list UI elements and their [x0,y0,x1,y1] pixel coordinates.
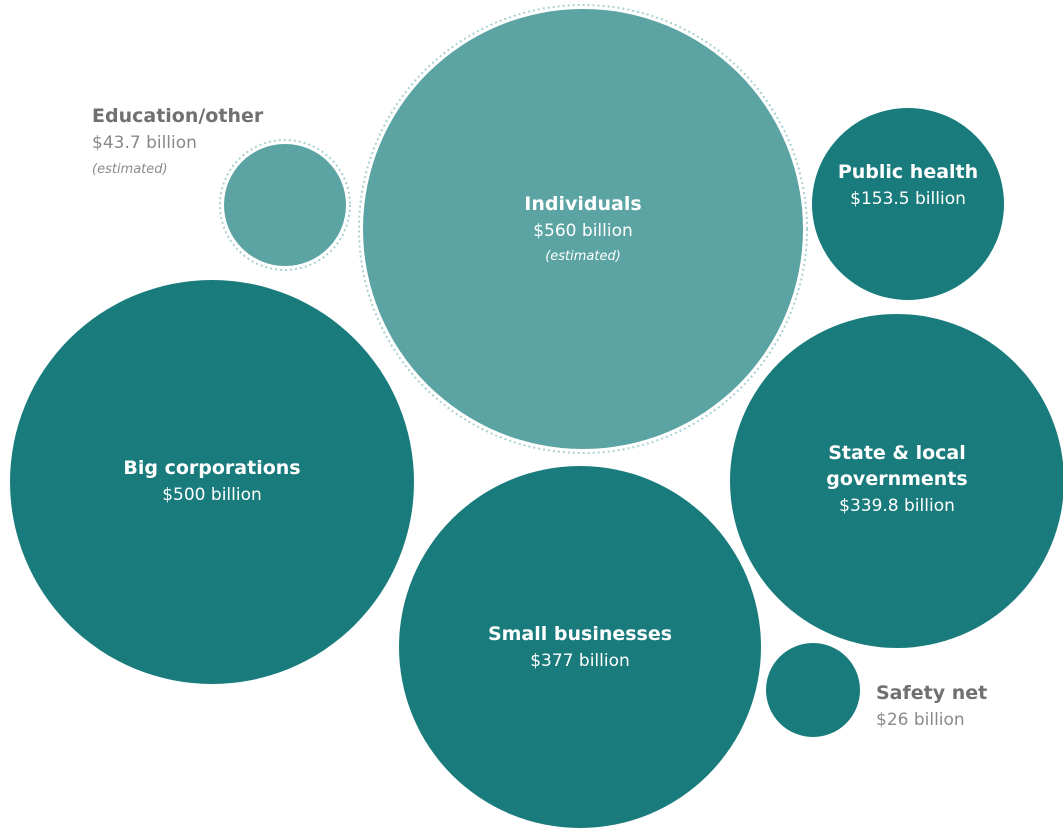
bubble-public-health: Public health $153.5 billion [812,108,1004,300]
bubble-note-label: (estimated) [92,162,168,177]
bubble-value-label: $26 billion [876,710,965,730]
bubble-name-label: Big corporations [123,457,300,479]
bubble-circle-individuals [363,9,803,449]
bubble-value-label: $43.7 billion [92,133,197,153]
bubble-circle-safety-net [766,643,860,737]
bubble-circle-big-corporations [10,280,414,684]
bubble-name-label: Safety net [876,682,987,704]
bubble-dotted-border-individuals [358,4,808,454]
bubble-circle-education-other [224,144,346,266]
bubble-name-label: Public health [838,161,978,183]
bubble-value-label: $339.8 billion [839,496,955,516]
bubble-state-and-local-governments: State & local governments $339.8 billion [730,314,1063,648]
bubble-circle-state-and-local-governments [730,314,1063,648]
bubble-value-label: $153.5 billion [850,189,966,209]
bubble-name-label: State & local [828,442,966,464]
bubble-name-label: governments [826,468,967,490]
bubble-circle-public-health [812,108,1004,300]
bubble-name-label: Individuals [524,193,641,215]
bubble-education-other: Education/other $43.7 billion (estimated) [92,105,351,271]
bubble-small-businesses: Small businesses $377 billion [399,466,761,828]
bubble-circle-small-businesses [399,466,761,828]
bubble-value-label: $560 billion [533,221,633,241]
bubble-value-label: $500 billion [162,485,262,505]
bubble-big-corporations: Big corporations $500 billion [10,280,414,684]
bubble-value-label: $377 billion [530,651,630,671]
bubble-safety-net: Safety net $26 billion [766,643,987,737]
bubble-dotted-border-education-other [219,139,351,271]
bubble-name-label: Education/other [92,105,264,127]
bubble-individuals: Individuals $560 billion (estimated) [358,4,808,454]
bubble-note-label: (estimated) [545,249,621,264]
bubble-name-label: Small businesses [488,623,672,645]
